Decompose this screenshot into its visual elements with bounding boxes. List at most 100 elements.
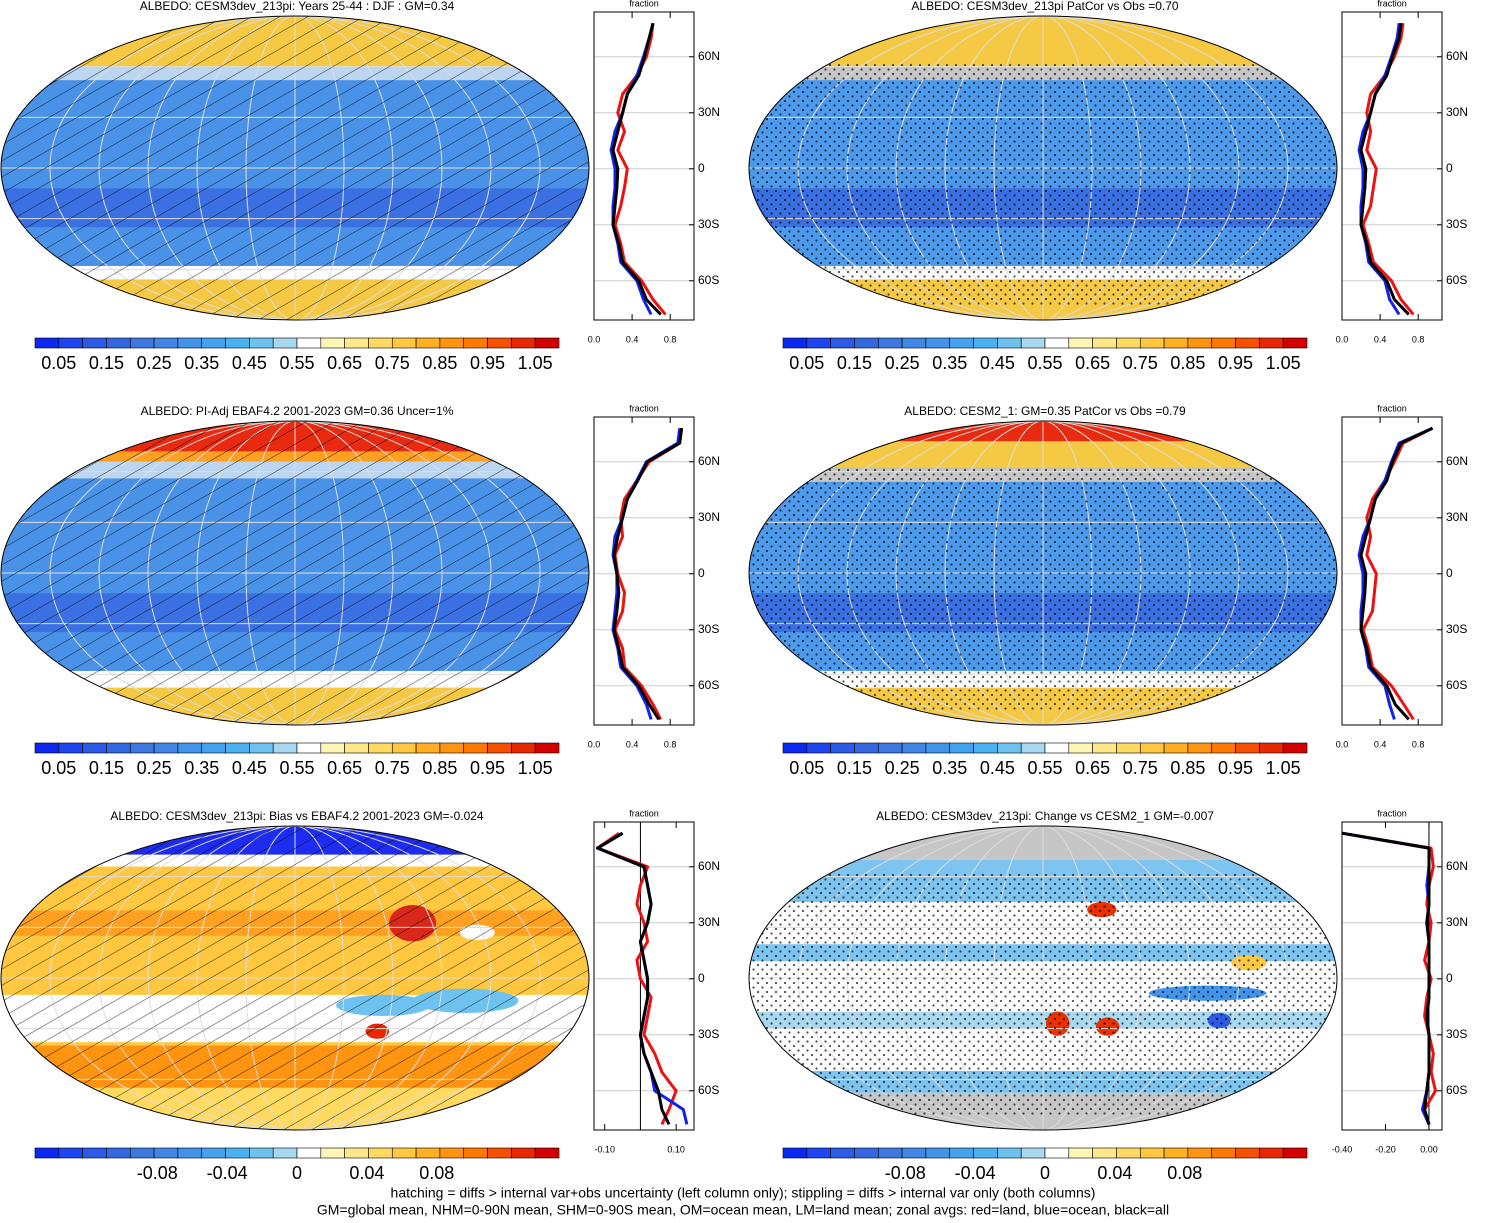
x-tick-label: 0.4 — [1374, 739, 1387, 749]
colorbar-box — [1068, 337, 1093, 349]
colorbar-box — [1020, 337, 1046, 349]
colorbar-label: 0.85 — [422, 353, 457, 373]
x-tick-label: 0.8 — [664, 739, 677, 749]
hatching — [1, 421, 589, 725]
colorbar-box — [1116, 742, 1141, 754]
colorbar-label: -0.08 — [137, 1163, 178, 1183]
colorbar-box — [1163, 1147, 1189, 1159]
colorbar-box — [1068, 742, 1093, 754]
y-tick-label: 60N — [1446, 859, 1468, 873]
colorbar-box — [153, 742, 179, 754]
y-tick-label: 60S — [698, 273, 719, 287]
colorbar-label: 0.35 — [932, 758, 967, 778]
colorbar-label: 0.65 — [327, 758, 362, 778]
colorbar-box — [511, 1147, 536, 1159]
y-tick-label: 60S — [698, 1083, 719, 1097]
colorbar-box — [58, 742, 83, 754]
colorbar-label: 0.08 — [1167, 1163, 1202, 1183]
colorbar-label: 0.35 — [184, 353, 219, 373]
plot-frame — [1341, 11, 1443, 321]
colorbar-box — [320, 742, 345, 754]
colorbar-box — [296, 1147, 322, 1159]
y-tick-label: 60N — [1446, 454, 1468, 468]
map — [1, 16, 589, 320]
map-outline — [0, 15, 590, 321]
y-tick-label: 30N — [1446, 915, 1468, 929]
colorbar-box — [415, 742, 441, 754]
colorbar-label: 0.45 — [980, 758, 1015, 778]
x-tick-label: -0.40 — [1332, 1144, 1353, 1154]
y-tick-label: 0 — [698, 566, 705, 580]
colorbar-box — [997, 337, 1022, 349]
colorbar-box — [463, 337, 488, 349]
colorbar-label: -0.08 — [885, 1163, 926, 1183]
colorbar-box — [82, 1147, 107, 1159]
colorbar-box — [344, 742, 369, 754]
axis-title: fraction — [1377, 403, 1407, 413]
colorbar-label: 0.15 — [89, 353, 124, 373]
colorbar-box — [272, 337, 298, 349]
colorbar-box — [1187, 742, 1213, 754]
colorbar-box — [806, 742, 831, 754]
caption: GM=global mean, NHM=0-90N mean, SHM=0-90… — [317, 1202, 1169, 1218]
x-tick-label: 0.00 — [1420, 1144, 1438, 1154]
caption: hatching = diffs > internal var+obs unce… — [391, 1185, 1096, 1201]
colorbar-box — [854, 337, 879, 349]
colorbar-box — [201, 742, 226, 754]
colorbar-box — [153, 337, 179, 349]
colorbar-box — [201, 337, 226, 349]
map — [749, 826, 1337, 1130]
colorbar-label: 0.75 — [375, 758, 410, 778]
colorbar-box — [1139, 337, 1165, 349]
y-tick-label: 30N — [698, 510, 720, 524]
colorbar-label: 0.35 — [932, 353, 967, 373]
map-title: ALBEDO: CESM3dev_213pi: Bias vs EBAF4.2 … — [110, 809, 484, 823]
colorbar-box — [391, 1147, 417, 1159]
colorbar-box — [854, 742, 879, 754]
y-tick-label: 30S — [698, 217, 719, 231]
x-tick-label: 0.0 — [588, 334, 601, 344]
colorbar-box — [58, 337, 83, 349]
zonal-line — [1359, 23, 1410, 316]
colorbar-label: 0.15 — [837, 353, 872, 373]
colorbar-box — [1092, 337, 1117, 349]
x-tick-label: 0.4 — [626, 334, 639, 344]
colorbar-box — [129, 1147, 155, 1159]
colorbar-box — [439, 1147, 465, 1159]
colorbar-box — [487, 742, 512, 754]
y-tick-label: 30N — [1446, 510, 1468, 524]
x-tick-label: 0.0 — [1336, 739, 1349, 749]
y-tick-label: 30S — [1446, 217, 1467, 231]
colorbar-box — [177, 742, 203, 754]
colorbar-box — [106, 1147, 131, 1159]
y-tick-label: 30N — [698, 105, 720, 119]
map-outline — [0, 420, 590, 726]
colorbar-label: 0.15 — [89, 758, 124, 778]
y-tick-label: 0 — [698, 161, 705, 175]
colorbar-box — [1187, 1147, 1213, 1159]
colorbar-box — [1092, 742, 1117, 754]
colorbar-box — [1187, 337, 1213, 349]
y-tick-label: 60N — [1446, 49, 1468, 63]
colorbar-box — [320, 1147, 345, 1159]
colorbar-box — [782, 1147, 808, 1159]
map — [749, 421, 1337, 725]
colorbar-box — [1116, 1147, 1141, 1159]
colorbar-label: 0.15 — [837, 758, 872, 778]
stippling — [749, 871, 1337, 1115]
colorbar-label: 0.55 — [279, 353, 314, 373]
colorbar-box — [391, 337, 417, 349]
colorbar-label: 0.05 — [789, 353, 824, 373]
colorbar-box — [877, 1147, 903, 1159]
colorbar-label: 0.04 — [1097, 1163, 1132, 1183]
colorbar-box — [534, 1147, 560, 1159]
zonal-line — [596, 831, 671, 1126]
colorbar-box — [177, 1147, 203, 1159]
axis-title: fraction — [629, 0, 659, 8]
axis-title: fraction — [1377, 0, 1407, 8]
x-tick-label: 0.4 — [1374, 334, 1387, 344]
colorbar-box — [1020, 742, 1046, 754]
plot-frame — [1341, 821, 1443, 1131]
x-tick-label: 0.0 — [588, 739, 601, 749]
